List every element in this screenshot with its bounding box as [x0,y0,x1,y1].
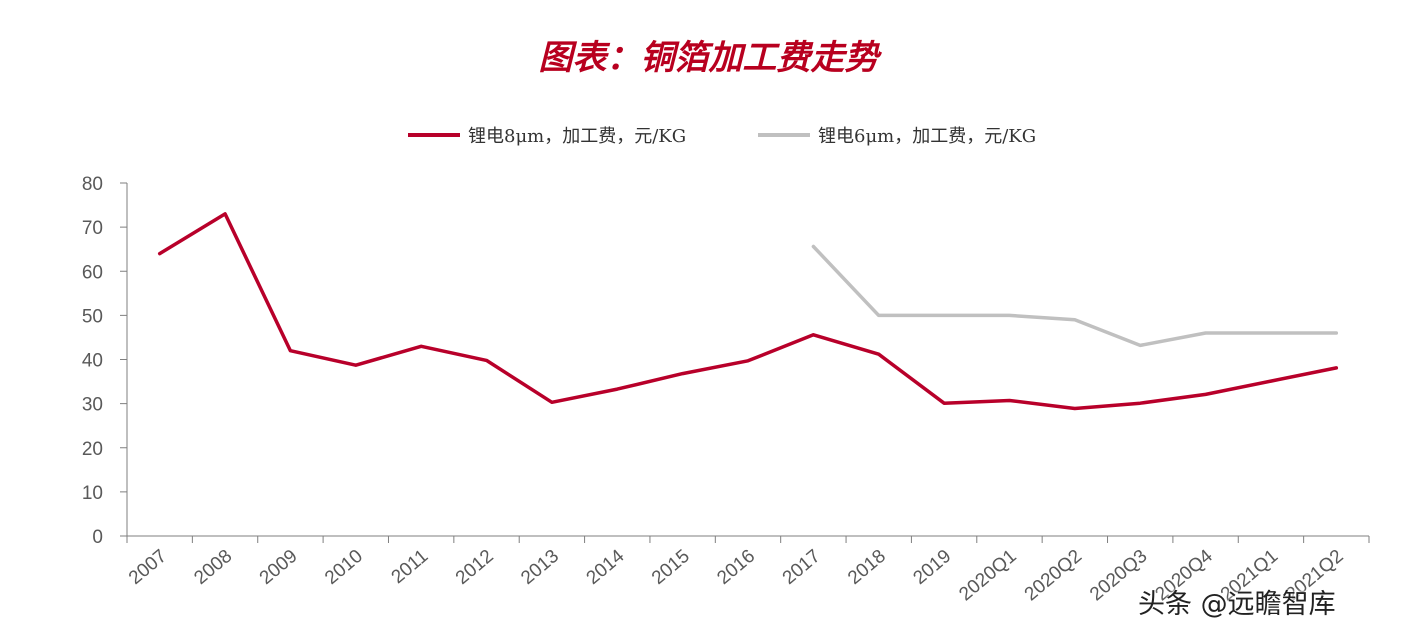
x-tick-label: 2015 [648,546,694,589]
y-tick-label: 20 [82,439,103,460]
legend-swatch-8um [408,133,460,137]
x-tick-label: 2020Q2 [1021,546,1086,606]
legend: 锂电8μm，加工费，元/KG 锂电6μm，加工费，元/KG [0,122,1417,150]
y-tick-label: 10 [82,483,103,504]
y-tick-label: 80 [82,174,103,195]
legend-label-8um: 锂电8μm，加工费，元/KG [468,126,687,147]
y-tick-label: 40 [82,351,103,372]
y-tick-label: 0 [92,527,103,548]
x-tick-label: 2014 [583,545,629,589]
x-tick-label: 2008 [190,546,236,589]
x-tick-label: 2019 [909,546,955,589]
series-line-1 [157,212,1339,411]
x-tick-label: 2007 [125,546,171,589]
x-tick-label: 2018 [844,546,890,589]
x-tick-label: 2017 [779,546,825,589]
x-tick-label: 2016 [713,546,759,589]
y-tick-label: 60 [82,262,103,283]
legend-swatch-6um [758,133,810,137]
x-tick-label: 2012 [452,546,498,589]
y-tick-label: 70 [82,218,103,239]
watermark: 头条 @远瞻智库 [1138,589,1336,620]
y-tick-label: 50 [82,306,103,327]
chart-title: 图表：铜箔加工费走势 [538,38,879,78]
x-tick-label: 2020Q1 [955,546,1020,606]
x-tick-label: 2009 [256,546,302,589]
legend-label-6um: 锂电6μm，加工费，元/KG [818,126,1037,147]
x-tick-label: 2011 [388,546,433,588]
x-tick-label: 2013 [517,546,563,589]
legend-item-series-6um: 锂电6μm，加工费，元/KG [758,122,1036,148]
legend-item-series-8um: 锂电8μm，加工费，元/KG [408,122,686,148]
y-tick-label: 30 [82,395,103,416]
series-line-2 [811,244,1339,348]
x-tick-label: 2010 [321,546,367,589]
